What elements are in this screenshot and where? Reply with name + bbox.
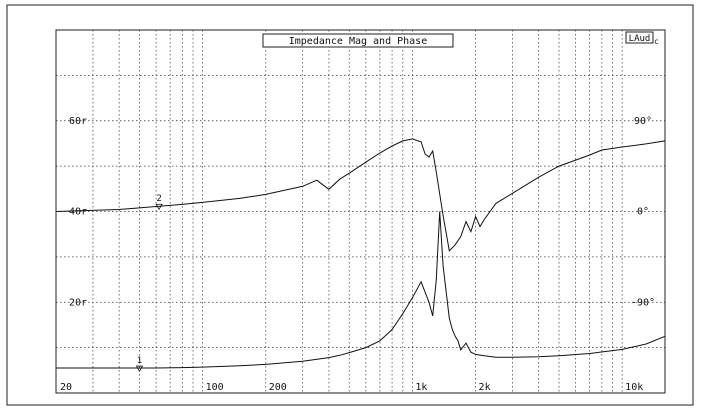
x-tick-label: 1k xyxy=(415,382,427,393)
chart-title: Impedance Mag and Phase xyxy=(289,36,427,47)
outer-frame xyxy=(6,4,694,406)
chart-title-frame xyxy=(262,33,454,48)
y-left-tick-label: 40r xyxy=(69,207,87,218)
x-tick-label: 10k xyxy=(625,382,643,393)
marker-triangle-2 xyxy=(155,203,163,211)
y-left-tick-label: 20r xyxy=(69,297,87,308)
marker-label-2: 2 xyxy=(156,194,161,204)
brand-logo-suffix: c xyxy=(654,37,659,46)
marker-triangle-1 xyxy=(135,365,144,372)
y-right-tick-label: 0° xyxy=(637,207,649,218)
brand-logo-text: LAud xyxy=(629,34,651,44)
series-line-1 xyxy=(56,211,666,369)
x-tick-label: 100 xyxy=(206,382,224,393)
series-layer xyxy=(55,138,666,369)
x-tick-label: 200 xyxy=(269,382,287,393)
brand-logo: LAud c xyxy=(625,31,659,46)
grid-layer xyxy=(56,30,665,393)
x-tick-label: 20 xyxy=(60,382,72,393)
brand-logo-box xyxy=(625,31,654,44)
y-right-tick-label: -90° xyxy=(631,297,655,308)
tick-labels: 20 100 200 1k 2k 10k 20r 40r 60r 90° 0° -90° xyxy=(60,116,655,393)
y-right-tick-label: 90° xyxy=(634,116,652,127)
x-tick-label: 2k xyxy=(479,382,491,393)
markers-layer: 12 xyxy=(135,194,163,372)
chart-title-box: Impedance Mag and Phase xyxy=(262,33,454,48)
series-line-2 xyxy=(55,138,666,252)
y-left-tick-label: 60r xyxy=(69,116,87,127)
marker-label-1: 1 xyxy=(137,356,142,366)
